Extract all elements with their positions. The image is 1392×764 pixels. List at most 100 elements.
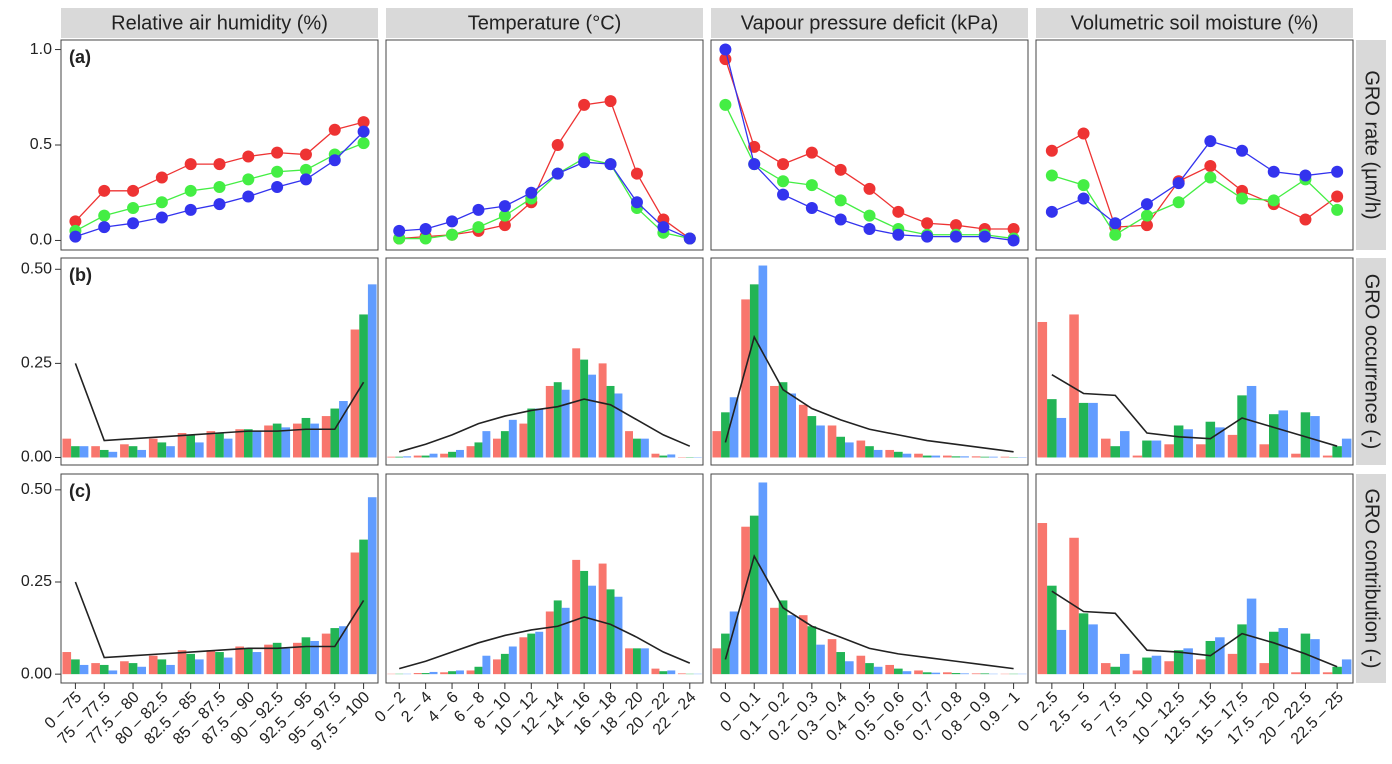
bar (902, 453, 912, 458)
bar (598, 363, 607, 458)
bar (1237, 624, 1247, 675)
bar (1069, 314, 1079, 458)
point (777, 175, 790, 188)
bar (215, 433, 224, 458)
panel-border (60, 257, 379, 466)
series-line (724, 554, 1014, 670)
panel-border (1035, 473, 1354, 684)
series-line (724, 58, 1014, 230)
bar (395, 456, 404, 458)
row-title: GRO rate (µm/h) (1361, 70, 1383, 219)
bar (264, 644, 273, 675)
bar (770, 607, 779, 675)
bar (281, 648, 291, 675)
column-title: Vapour pressure deficit (kPa) (741, 12, 999, 34)
point (242, 190, 255, 203)
column-title: Volumetric soil moisture (%) (1071, 12, 1319, 34)
point (921, 217, 934, 230)
bar (588, 374, 597, 458)
bar (865, 663, 874, 675)
bar (598, 563, 607, 675)
point (1299, 213, 1312, 226)
point (69, 230, 82, 243)
point (578, 98, 591, 111)
point (213, 158, 226, 171)
bar (1332, 666, 1342, 675)
bar (429, 671, 438, 675)
bar (836, 652, 846, 675)
bar (243, 648, 253, 675)
y-tick-label: 0.00 (21, 449, 52, 466)
bar (632, 438, 641, 458)
bar (508, 419, 517, 458)
bar (922, 672, 932, 675)
bar (836, 436, 846, 458)
bar (128, 663, 138, 675)
bar (1322, 455, 1333, 458)
bar (588, 585, 597, 675)
bar (310, 640, 319, 675)
bar (1088, 402, 1098, 458)
bar (440, 453, 449, 458)
bar (421, 455, 430, 458)
bar (572, 559, 581, 675)
point (748, 158, 761, 171)
bar (561, 607, 570, 675)
point (1045, 169, 1058, 182)
bar (651, 668, 660, 675)
bar (466, 446, 475, 458)
bar (971, 673, 981, 675)
bar (195, 442, 204, 458)
point (1331, 190, 1344, 203)
bar (873, 666, 883, 675)
bar (492, 659, 501, 675)
bar (667, 454, 676, 458)
bar (137, 449, 147, 458)
bar (292, 423, 302, 458)
bar (448, 671, 457, 675)
point (328, 123, 341, 136)
bar (1056, 629, 1067, 675)
bar (1078, 613, 1089, 675)
bar (421, 673, 430, 675)
point (1267, 194, 1280, 207)
bar (787, 393, 797, 458)
bar (1332, 446, 1342, 458)
point (777, 188, 790, 201)
bar (712, 431, 722, 458)
column-title: Relative air humidity (%) (111, 12, 328, 34)
bar (721, 633, 730, 675)
bar (387, 456, 396, 458)
bar (865, 446, 874, 458)
point (1140, 209, 1153, 222)
bar (1205, 421, 1216, 458)
bar (281, 427, 291, 458)
panel-border (60, 39, 379, 251)
point (271, 165, 284, 178)
point (1045, 144, 1058, 157)
point (863, 223, 876, 235)
bar (1151, 655, 1162, 675)
bar (721, 412, 730, 458)
bar (157, 659, 167, 675)
point (805, 146, 818, 159)
bar (137, 666, 147, 675)
panel-border (1035, 39, 1354, 251)
point (98, 221, 111, 234)
point (69, 215, 82, 228)
bar (580, 570, 589, 675)
bar (625, 648, 633, 675)
bar (79, 664, 89, 675)
bar (339, 401, 348, 458)
bar (1173, 650, 1184, 675)
bar (873, 449, 883, 458)
series-line (398, 616, 691, 670)
bar (108, 670, 118, 675)
bar (778, 382, 788, 458)
bar (1259, 663, 1269, 675)
bar (500, 653, 509, 675)
bar (500, 431, 509, 458)
point (184, 158, 197, 171)
bar (1237, 395, 1247, 458)
bar (667, 670, 676, 675)
